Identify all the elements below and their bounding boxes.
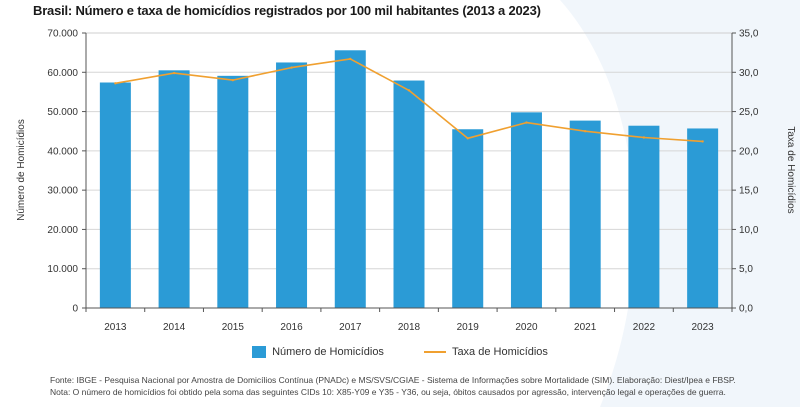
legend-bar-swatch — [252, 346, 267, 358]
y-tick-label-right: 25,0 — [739, 107, 759, 118]
footer: Fonte: IBGE - Pesquisa Nacional por Amos… — [50, 374, 795, 398]
bar-2014 — [158, 70, 190, 308]
x-tick-label-2020: 2020 — [515, 322, 538, 333]
y-tick-label-left: 60.000 — [47, 68, 78, 79]
bar-2023 — [687, 128, 719, 308]
y-tick-label-left: 20.000 — [47, 225, 78, 236]
rate-point-2021 — [583, 130, 587, 133]
bar-2017 — [334, 50, 366, 309]
y-tick-label-right: 30,0 — [739, 68, 759, 79]
legend-bar-label: Número de Homicídios — [272, 346, 384, 358]
y-tick-label-left: 50.000 — [47, 107, 78, 118]
x-tick-label-2014: 2014 — [163, 322, 186, 333]
legend-item-line: Taxa de Homicídios — [423, 346, 548, 358]
bar-2019 — [452, 129, 484, 308]
rate-point-2020 — [525, 121, 528, 124]
y-tick-label-right: 15,0 — [739, 186, 759, 197]
rate-line — [114, 57, 704, 143]
y-tick-label-left: 30.000 — [47, 186, 78, 197]
y-tick-label-left: 10.000 — [47, 264, 78, 275]
y-tick-label-right: 0,0 — [739, 304, 753, 315]
x-tick-label-2013: 2013 — [104, 322, 127, 333]
x-tick-label-2015: 2015 — [222, 322, 245, 333]
bar-2021 — [569, 120, 601, 308]
rate-point-2013 — [114, 82, 117, 85]
bar-2020 — [510, 112, 542, 308]
bar-2015 — [217, 75, 249, 308]
x-tick-label-2019: 2019 — [457, 322, 480, 333]
bar-2018 — [393, 80, 425, 309]
x-tick-label-2022: 2022 — [633, 322, 656, 333]
rate-point-2017 — [349, 57, 352, 61]
legend-line-label: Taxa de Homicídios — [451, 346, 548, 358]
y-tick-label-right: 35,0 — [739, 29, 759, 40]
y-tick-label-right: 5,0 — [739, 264, 753, 275]
axes: 0 0,0 10.000 5,0 20.000 10,0 30.000 15,0 40.000 2… — [47, 29, 758, 334]
bar-2022 — [628, 125, 660, 308]
chart-title: Brasil: Número e taxa de homicídios regi… — [33, 3, 541, 18]
bar-2013 — [99, 82, 131, 308]
rate-point-2023 — [701, 140, 704, 143]
x-tick-label-2018: 2018 — [398, 322, 421, 333]
source-note: Fonte: IBGE - Pesquisa Nacional por Amos… — [50, 375, 736, 385]
bar-2016 — [276, 62, 308, 308]
y-axis-right-label: Taxa de Homicídios — [785, 126, 796, 213]
y-tick-label-left: 0 — [72, 304, 78, 315]
x-tick-label-2016: 2016 — [280, 322, 303, 333]
y-tick-label-right: 20,0 — [739, 146, 759, 157]
y-tick-label-right: 10,0 — [739, 225, 759, 236]
methodology-note: Nota: O número de homicídios foi obtido … — [50, 387, 726, 397]
legend-line-swatch — [423, 351, 446, 353]
legend: Número de Homicídios Taxa de Homicídios — [0, 346, 800, 358]
legend-item-bars: Número de Homicídios — [252, 346, 384, 358]
x-tick-label-2021: 2021 — [574, 322, 597, 333]
bars — [99, 50, 719, 309]
rate-point-2015 — [231, 78, 235, 82]
y-axis-left-label: Número de Homicídios — [16, 119, 27, 221]
rate-point-2018 — [407, 89, 411, 92]
rate-point-2022 — [642, 136, 646, 139]
rate-point-2019 — [466, 137, 469, 140]
rate-point-2014 — [172, 71, 176, 75]
y-tick-label-left: 70.000 — [47, 29, 78, 40]
rate-point-2016 — [290, 66, 293, 69]
y-tick-label-left: 40.000 — [47, 146, 78, 157]
x-tick-label-2023: 2023 — [692, 322, 715, 333]
x-tick-label-2017: 2017 — [339, 322, 362, 333]
